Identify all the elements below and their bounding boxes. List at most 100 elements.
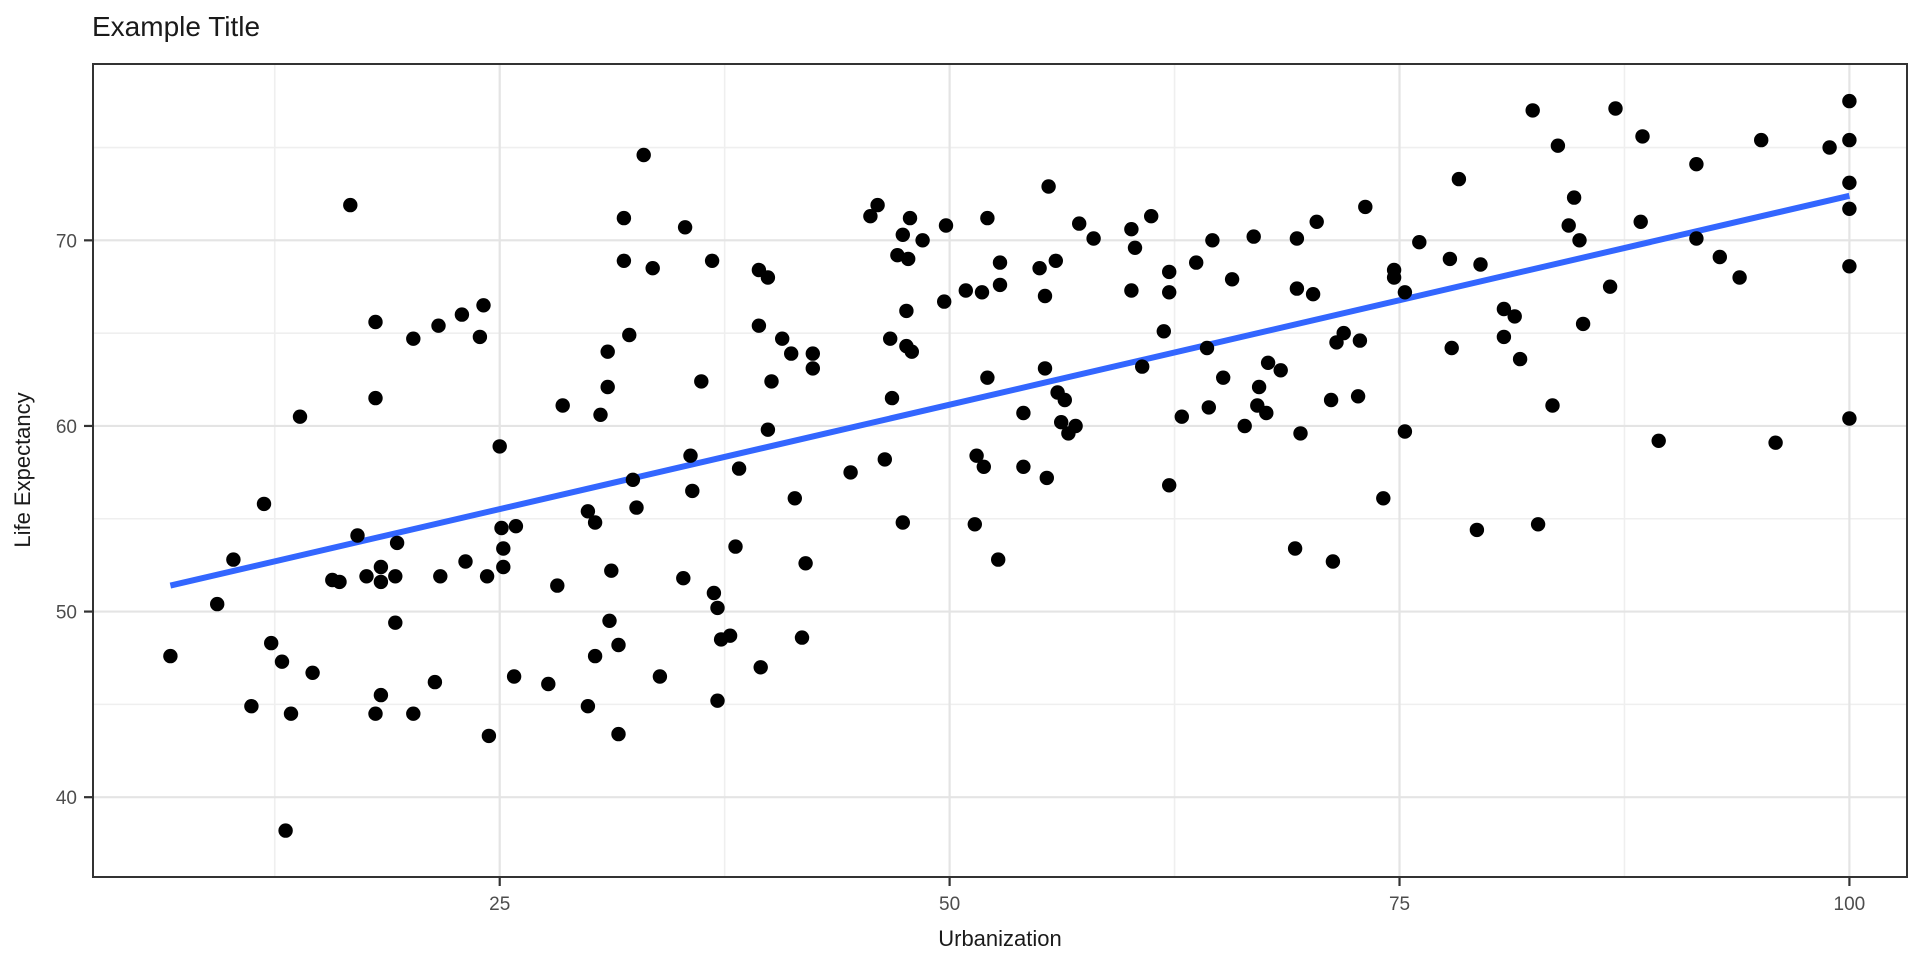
data-point <box>1651 433 1666 448</box>
data-point <box>1156 324 1172 339</box>
data-point <box>625 472 641 487</box>
x-tick-label: 50 <box>939 894 960 915</box>
data-point <box>1325 554 1341 569</box>
data-point <box>636 147 651 163</box>
data-point <box>728 539 743 554</box>
data-point <box>1273 363 1288 378</box>
data-point <box>1842 201 1857 216</box>
data-point <box>798 556 813 571</box>
data-point <box>368 314 383 330</box>
chart-title: Example Title <box>92 11 260 42</box>
data-point <box>1575 316 1591 332</box>
data-point <box>604 563 619 578</box>
data-point <box>431 318 446 333</box>
data-point <box>1135 359 1150 374</box>
data-point <box>555 398 570 413</box>
data-point <box>704 253 720 268</box>
data-point <box>1842 259 1857 274</box>
data-point <box>1768 435 1783 450</box>
data-point <box>454 307 470 322</box>
data-point <box>611 726 626 742</box>
data-point <box>1041 179 1056 194</box>
data-point <box>902 210 918 226</box>
plot-panel <box>93 64 1907 877</box>
data-point <box>210 596 225 612</box>
data-point <box>764 374 779 389</box>
data-point <box>1162 478 1177 493</box>
data-point <box>388 569 403 584</box>
data-point <box>1525 103 1540 118</box>
data-point <box>1496 329 1512 345</box>
data-point <box>1289 231 1305 246</box>
data-point <box>787 491 802 506</box>
data-point <box>1224 272 1240 287</box>
data-point <box>1162 264 1177 280</box>
data-point <box>883 331 898 346</box>
data-point <box>1048 253 1064 268</box>
data-point <box>685 483 700 499</box>
data-point <box>1358 199 1373 215</box>
data-point <box>1162 285 1177 300</box>
data-point <box>264 635 279 651</box>
data-point <box>1689 231 1704 246</box>
data-point <box>974 285 990 300</box>
data-point <box>1237 418 1252 434</box>
data-point <box>706 585 722 601</box>
data-point <box>1072 216 1087 231</box>
data-point <box>863 209 878 224</box>
data-point <box>274 654 290 669</box>
data-point <box>992 255 1008 270</box>
data-point <box>1037 288 1053 304</box>
data-point <box>406 331 421 346</box>
data-point <box>427 674 443 690</box>
data-point <box>616 253 632 268</box>
data-point <box>1199 340 1215 356</box>
data-point <box>751 318 767 333</box>
data-point <box>496 559 511 575</box>
data-point <box>1635 129 1650 144</box>
data-point <box>1068 418 1083 434</box>
data-point <box>587 648 603 664</box>
data-point <box>753 660 768 675</box>
data-point <box>1689 157 1704 172</box>
data-point <box>496 541 511 556</box>
data-point <box>1397 285 1413 300</box>
data-point <box>256 496 272 512</box>
data-point <box>1057 392 1073 408</box>
data-point <box>458 554 473 569</box>
y-tick-label: 40 <box>56 788 77 809</box>
data-point <box>1842 132 1857 148</box>
trend-line <box>169 192 1851 589</box>
y-axis-title: Life Expectancy <box>10 392 35 547</box>
data-point <box>1507 309 1522 324</box>
data-point <box>1189 255 1204 270</box>
data-point <box>616 210 632 226</box>
data-point <box>1251 379 1267 395</box>
data-point <box>937 294 952 309</box>
data-point <box>506 669 522 684</box>
data-point <box>884 390 900 406</box>
data-point <box>1842 175 1857 190</box>
data-point <box>784 346 799 361</box>
data-point <box>1442 251 1458 267</box>
data-point <box>843 465 858 480</box>
data-point <box>915 233 930 248</box>
data-point <box>1259 405 1274 421</box>
x-tick-label: 75 <box>1389 894 1410 915</box>
data-point <box>305 665 320 680</box>
data-point <box>1822 140 1837 155</box>
data-point <box>494 520 509 536</box>
data-point <box>1305 287 1321 302</box>
data-point <box>1842 411 1857 426</box>
data-point <box>805 346 820 361</box>
y-tick-label: 70 <box>56 231 77 252</box>
data-point <box>629 500 644 515</box>
data-point <box>980 370 995 385</box>
data-point <box>388 615 403 630</box>
data-point <box>652 669 668 684</box>
data-point <box>602 613 617 628</box>
data-point <box>1545 398 1560 413</box>
data-point <box>593 407 608 422</box>
data-point <box>958 283 973 298</box>
data-point <box>226 552 241 567</box>
